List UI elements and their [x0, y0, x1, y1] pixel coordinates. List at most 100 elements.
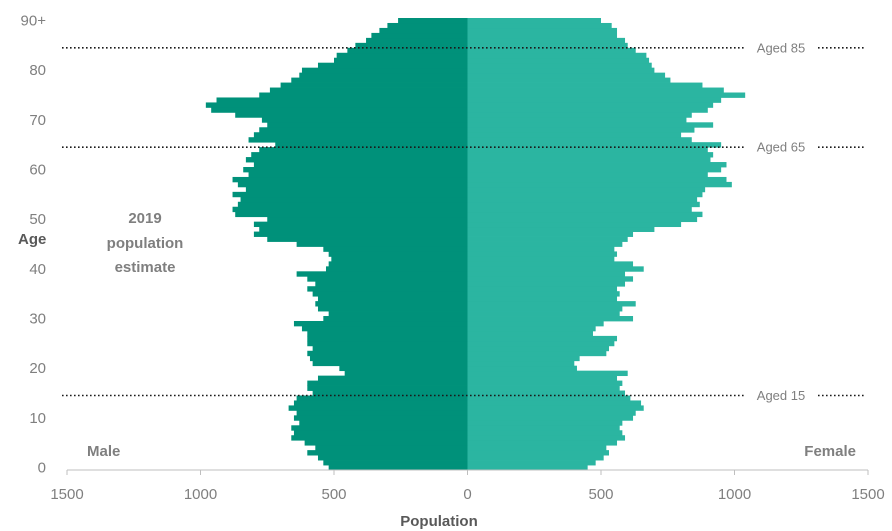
- female-bar-age-69: [467, 122, 714, 128]
- female-bar-age-39: [467, 271, 626, 277]
- female-bar-age-16: [467, 385, 620, 391]
- female-bar-age-56: [467, 186, 706, 193]
- male-bar-age-79: [299, 72, 468, 79]
- female-bar-age-42: [467, 256, 615, 262]
- y-axis-ticks: 0 10 20 30 40 50 60 70 80 90+: [21, 12, 47, 476]
- female-bar-age-44: [467, 246, 615, 252]
- male-bar-age-86: [366, 37, 468, 44]
- female-bar-age-79: [467, 72, 666, 79]
- male-bar-age-31: [328, 311, 468, 317]
- female-bars: [467, 18, 746, 471]
- female-bar-age-89: [467, 22, 612, 29]
- female-bar-age-47: [467, 231, 634, 237]
- male-bar-age-87: [371, 32, 468, 39]
- female-bar-age-62: [467, 157, 711, 163]
- female-bar-age-64: [467, 147, 708, 153]
- female-bar-age-37: [467, 281, 626, 287]
- male-bar-age-18: [317, 375, 468, 381]
- male-bar-age-80: [301, 67, 468, 74]
- male-bar-age-28: [301, 325, 468, 332]
- male-bar-age-72: [211, 107, 468, 113]
- male-bar-age-20: [339, 365, 468, 372]
- male-bar-age-27: [307, 330, 468, 337]
- estimate-label-line-3: estimate: [115, 259, 176, 276]
- female-bar-age-27: [467, 330, 593, 337]
- female-bar-age-36: [467, 286, 618, 292]
- female-bar-age-4: [467, 445, 607, 451]
- female-bar-age-61: [467, 162, 727, 168]
- female-bar-age-35: [467, 291, 620, 297]
- male-bar-age-51: [235, 211, 468, 218]
- male-bar-age-89: [387, 22, 468, 29]
- male-bar-age-71: [235, 112, 468, 118]
- female-bar-age-45: [467, 241, 623, 247]
- female-bar-age-7: [467, 430, 623, 436]
- y-tick-label: 40: [29, 261, 46, 278]
- female-bar-age-15: [467, 390, 626, 396]
- male-bar-age-90: [398, 18, 468, 24]
- male-bar-age-8: [291, 425, 468, 431]
- male-bar-age-43: [328, 251, 468, 257]
- x-axis-ticks: 1500 1000 500 0 500 1000 1500: [50, 470, 885, 503]
- male-bar-age-16: [307, 385, 468, 391]
- male-bar-age-25: [307, 340, 468, 347]
- female-bar-age-76: [467, 87, 724, 93]
- male-bar-age-45: [296, 241, 468, 247]
- female-bar-age-2: [467, 455, 604, 461]
- male-bar-age-50: [267, 216, 468, 223]
- male-bar-age-70: [261, 117, 468, 123]
- female-bar-age-52: [467, 206, 692, 213]
- female-bar-age-34: [467, 296, 618, 302]
- male-bar-age-63: [251, 152, 468, 158]
- female-bar-age-72: [467, 107, 708, 113]
- male-bar-age-38: [307, 276, 468, 282]
- male-bar-age-46: [267, 236, 468, 242]
- female-bar-age-33: [467, 301, 636, 307]
- male-bar-age-36: [307, 286, 468, 292]
- male-bar-age-41: [328, 261, 468, 267]
- y-tick-label: 10: [29, 410, 46, 427]
- female-bar-age-40: [467, 266, 644, 272]
- female-bar-age-46: [467, 236, 628, 242]
- female-bar-age-85: [467, 42, 628, 49]
- male-bar-age-4: [315, 445, 468, 451]
- male-bar-age-55: [232, 191, 468, 198]
- female-bar-age-63: [467, 152, 714, 158]
- female-bar-age-84: [467, 47, 636, 54]
- female-bar-age-65: [467, 142, 722, 148]
- x-tick-label: 1500: [50, 486, 83, 503]
- female-bar-age-25: [467, 340, 615, 347]
- female-bar-age-77: [467, 82, 703, 88]
- male-bar-age-21: [312, 360, 468, 367]
- female-bar-age-20: [467, 365, 577, 372]
- female-bar-age-74: [467, 97, 722, 103]
- male-bar-age-44: [323, 246, 468, 252]
- male-bar-age-68: [259, 127, 468, 133]
- y-tick-label: 60: [29, 161, 46, 178]
- reference-label-age-65: Aged 65: [757, 140, 805, 155]
- x-tick-label: 0: [463, 486, 471, 503]
- female-bar-age-14: [467, 395, 631, 401]
- female-bar-age-29: [467, 320, 604, 327]
- male-bar-age-1: [323, 460, 468, 466]
- female-bar-age-17: [467, 380, 623, 386]
- male-bar-age-9: [299, 420, 468, 426]
- female-bar-age-21: [467, 360, 575, 367]
- female-bar-age-30: [467, 316, 634, 322]
- male-bar-age-49: [253, 221, 468, 228]
- female-bar-age-83: [467, 52, 647, 59]
- female-bar-age-67: [467, 132, 682, 138]
- male-bar-age-83: [336, 52, 468, 59]
- female-bar-age-51: [467, 211, 703, 218]
- female-bar-age-80: [467, 67, 655, 74]
- male-bar-age-42: [331, 256, 468, 262]
- female-bar-age-70: [467, 117, 687, 123]
- male-bar-age-84: [347, 47, 468, 54]
- y-tick-label: 30: [29, 311, 46, 328]
- male-bar-age-53: [237, 201, 468, 208]
- male-bar-age-76: [269, 87, 468, 93]
- male-bar-age-81: [317, 62, 468, 69]
- female-bar-age-43: [467, 251, 618, 257]
- female-bar-age-23: [467, 350, 607, 357]
